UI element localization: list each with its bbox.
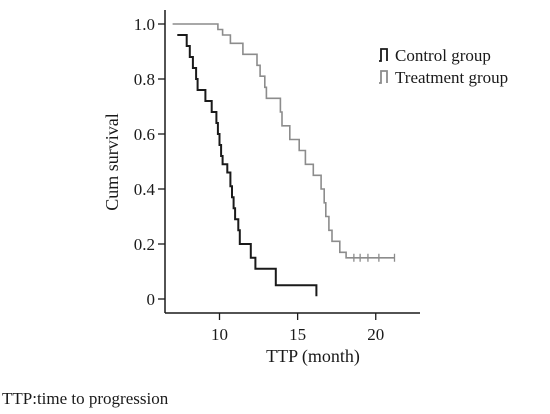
legend-control-symbol (379, 48, 388, 62)
y-tick-label: 0.8 (134, 70, 155, 89)
survival-chart: 0 0.2 0.4 0.6 0.8 1.0 10 15 20 Cum survival TTP… (102, 10, 508, 367)
legend-control-label: Control group (395, 46, 491, 65)
y-tick-label: 0 (147, 290, 156, 309)
legend-treatment-symbol (379, 70, 388, 84)
x-tick-label: 15 (289, 325, 306, 344)
x-axis: 10 15 20 (165, 312, 420, 344)
legend-treatment-label: Treatment group (395, 68, 508, 87)
x-axis-label: TTP (month) (266, 346, 360, 367)
y-tick-label: 0.2 (134, 235, 155, 254)
y-axis-label: Cum survival (102, 113, 122, 211)
series-layer (172, 23, 396, 297)
control-group-curve (177, 34, 318, 297)
footnote: TTP:time to progression (2, 389, 169, 408)
treatment-group-curve (172, 23, 395, 259)
x-tick-label: 10 (211, 325, 228, 344)
y-tick-label: 1.0 (134, 15, 155, 34)
y-tick-label: 0.4 (134, 180, 156, 199)
y-tick-label: 0.6 (134, 125, 155, 144)
x-tick-label: 20 (367, 325, 384, 344)
y-axis: 0 0.2 0.4 0.6 0.8 1.0 (134, 10, 166, 313)
legend: Control group Treatment group (379, 46, 508, 87)
